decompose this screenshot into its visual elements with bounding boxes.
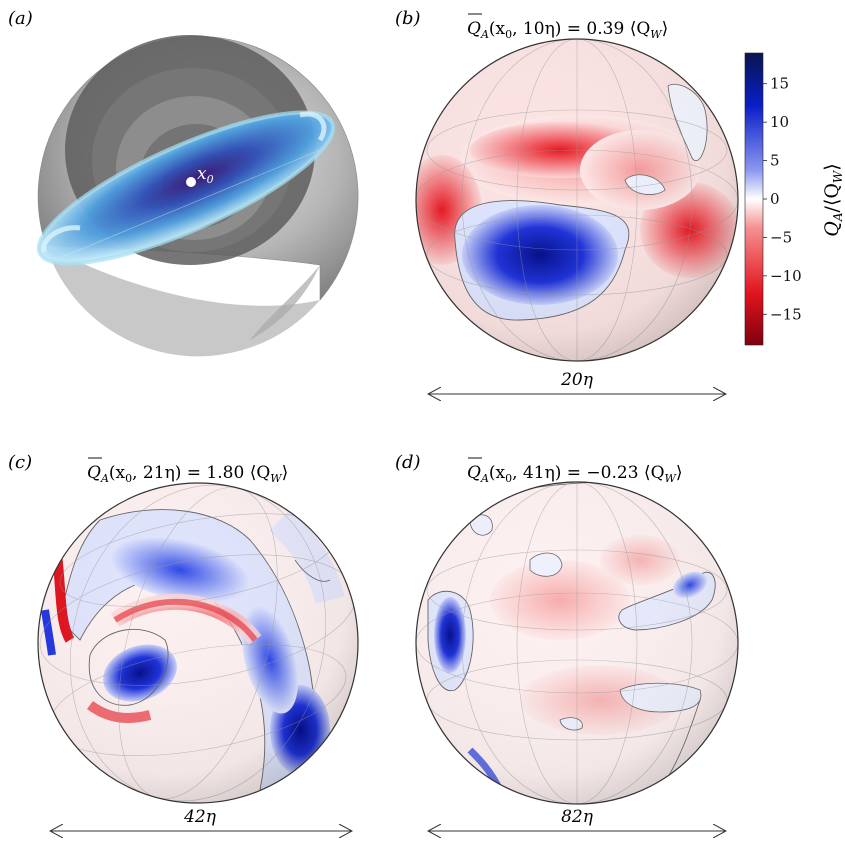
scale-arrow-b: 20η: [428, 370, 726, 394]
colorbar-tick-label: −15: [770, 305, 802, 323]
colorbar-tick-label: 10: [770, 113, 789, 131]
panel-d-label: (d): [395, 452, 421, 473]
colorbar-tick-label: −10: [770, 267, 802, 285]
ellipsoid: [36, 110, 336, 266]
colorbar-tick-label: 5: [770, 152, 780, 170]
scale-label-c: 42η: [183, 807, 217, 827]
scale-label-d: 82η: [561, 807, 594, 827]
sphere-c-shade: [38, 483, 358, 803]
panel-b: (b) QA(x0, 10η) = 0.39 ⟨QW⟩: [395, 8, 739, 394]
sphere-d-shade: [416, 482, 738, 804]
panel-a: (a) x0: [8, 8, 359, 357]
panel-b-title: QA(x0, 10η) = 0.39 ⟨QW⟩: [467, 13, 668, 41]
sphere-b-outline: [415, 38, 739, 362]
scale-arrow-d: 82η: [428, 807, 726, 831]
scale-label-b: 20η: [560, 370, 594, 390]
origin-point: [186, 177, 196, 187]
colorbar: 15 10 5 0 −5 −10 −15 QA/⟨QW⟩: [744, 52, 845, 346]
panel-d-title: QA(x0, 41η) = −0.23 ⟨QW⟩: [467, 457, 682, 485]
panel-d: (d) QA(x0, 41η) = −0.23 ⟨QW⟩: [395, 452, 739, 831]
colorbar-label: QA/⟨QW⟩: [821, 163, 845, 236]
scale-arrow-c: 42η: [50, 807, 352, 831]
svg-text:QA(x0, 41η) = −0.23 ⟨QW⟩: QA(x0, 41η) = −0.23 ⟨QW⟩: [467, 463, 682, 485]
sphere-c-outline: [37, 482, 359, 804]
colorbar-ticks: 15 10 5 0 −5 −10 −15: [763, 75, 802, 323]
origin-label: x0: [197, 164, 214, 186]
panel-c-label: (c): [8, 452, 32, 473]
svg-text:QA(x0, 21η) = 1.80 ⟨QW⟩: QA(x0, 21η) = 1.80 ⟨QW⟩: [87, 463, 288, 485]
sphere-d-outline: [415, 481, 739, 805]
colorbar-tick-label: 0: [770, 190, 780, 208]
panel-c-title: QA(x0, 21η) = 1.80 ⟨QW⟩: [87, 457, 288, 485]
colorbar-gradient: [744, 52, 764, 346]
panel-c: (c) QA(x0, 21η) = 1.80 ⟨QW⟩: [8, 452, 359, 831]
colorbar-tick-label: −5: [770, 228, 792, 246]
sphere-b-shade: [416, 39, 738, 361]
svg-text:QA(x0, 10η) = 0.39 ⟨QW⟩: QA(x0, 10η) = 0.39 ⟨QW⟩: [467, 19, 668, 41]
panel-b-label: (b): [395, 8, 421, 29]
panel-a-label: (a): [8, 8, 33, 29]
colorbar-tick-label: 15: [770, 75, 789, 93]
